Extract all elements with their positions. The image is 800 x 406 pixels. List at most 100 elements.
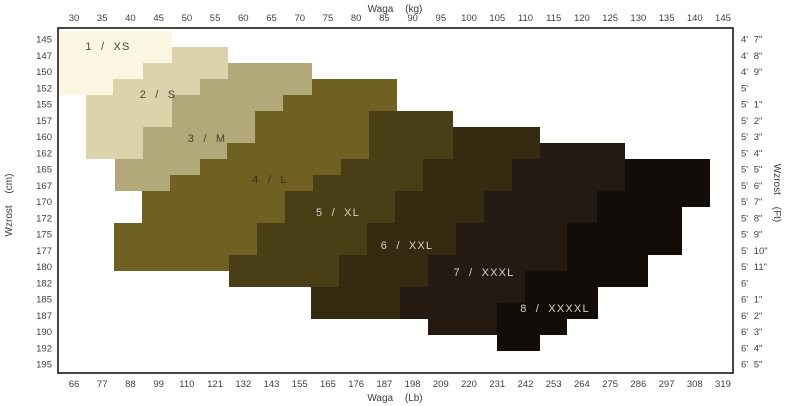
kg-tick-60: 60 (238, 13, 249, 24)
lb-tick-66: 66 (69, 379, 80, 390)
size-band-4-l (114, 79, 397, 271)
lb-tick-132: 132 (235, 379, 251, 390)
cm-tick-155: 155 (36, 100, 52, 111)
kg-tick-90: 90 (407, 13, 418, 24)
lb-tick-297: 297 (659, 379, 675, 390)
kg-tick-95: 95 (436, 13, 447, 24)
cm-tick-175: 175 (36, 230, 52, 241)
axis-title-top: Waga (kg) (368, 4, 423, 15)
ft-tick-16: 6' 1" (741, 295, 762, 306)
cm-tick-147: 147 (36, 51, 52, 62)
ft-tick-6: 5' 3" (741, 132, 762, 143)
kg-tick-135: 135 (659, 13, 675, 24)
ft-tick-18: 6' 3" (741, 327, 762, 338)
lb-tick-209: 209 (433, 379, 449, 390)
lb-tick-198: 198 (405, 379, 421, 390)
ft-tick-3: 5' (741, 83, 748, 94)
ft-tick-1: 4' 8" (741, 51, 762, 62)
size-band-7-xxxl (400, 143, 625, 335)
size-label-3: 3 / M (188, 133, 226, 145)
kg-tick-125: 125 (602, 13, 618, 24)
cm-tick-165: 165 (36, 165, 52, 176)
cm-tick-157: 157 (36, 116, 52, 127)
cm-tick-152: 152 (36, 83, 52, 94)
kg-tick-115: 115 (546, 13, 561, 24)
size-label-7: 7 / XXXL (453, 267, 514, 279)
lb-tick-242: 242 (518, 379, 534, 390)
lb-tick-99: 99 (153, 379, 164, 390)
ft-tick-12: 5' 9" (741, 230, 762, 241)
cm-tick-172: 172 (36, 213, 52, 224)
cm-tick-162: 162 (36, 148, 52, 159)
lb-tick-275: 275 (602, 379, 618, 390)
lb-tick-143: 143 (264, 379, 280, 390)
cm-tick-145: 145 (36, 35, 52, 46)
size-band-1-xs (58, 31, 172, 95)
cm-tick-195: 195 (36, 360, 52, 371)
cm-tick-182: 182 (36, 278, 52, 289)
kg-tick-65: 65 (266, 13, 277, 24)
lb-tick-286: 286 (630, 379, 646, 390)
cm-tick-185: 185 (36, 295, 52, 306)
kg-tick-45: 45 (153, 13, 164, 24)
cm-tick-150: 150 (36, 67, 52, 78)
cm-tick-187: 187 (36, 311, 52, 322)
ft-tick-13: 5' 10" (741, 246, 768, 257)
kg-tick-130: 130 (630, 13, 646, 24)
lb-tick-231: 231 (489, 379, 505, 390)
kg-tick-120: 120 (574, 13, 590, 24)
cm-tick-177: 177 (36, 246, 52, 257)
lb-tick-88: 88 (125, 379, 136, 390)
axis-title-left: Wzrost (cm) (4, 174, 15, 237)
lb-tick-253: 253 (546, 379, 562, 390)
size-band-6-xxl (311, 127, 540, 319)
lb-tick-110: 110 (179, 379, 194, 390)
kg-tick-105: 105 (489, 13, 505, 24)
ft-tick-9: 5' 6" (741, 181, 762, 192)
ft-tick-4: 5' 1" (741, 100, 762, 111)
ft-tick-14: 5' 11" (741, 262, 767, 273)
size-bands (58, 31, 710, 351)
ft-tick-19: 6' 4" (741, 343, 762, 354)
kg-tick-50: 50 (182, 13, 193, 24)
kg-tick-75: 75 (323, 13, 334, 24)
ft-tick-17: 6' 2" (741, 311, 762, 322)
ft-tick-11: 5' 8" (741, 213, 762, 224)
size-label-4: 4 / L (252, 174, 287, 186)
lb-tick-176: 176 (348, 379, 364, 390)
kg-tick-40: 40 (125, 13, 136, 24)
ft-tick-2: 4' 9" (741, 67, 762, 78)
ft-tick-5: 5' 2" (741, 116, 762, 127)
lb-tick-155: 155 (292, 379, 308, 390)
kg-tick-30: 30 (69, 13, 80, 24)
ft-tick-10: 5' 7" (741, 197, 762, 208)
lb-tick-165: 165 (320, 379, 336, 390)
lb-tick-319: 319 (715, 379, 731, 390)
lb-tick-77: 77 (97, 379, 108, 390)
lb-tick-264: 264 (574, 379, 590, 390)
plot-border (57, 27, 734, 374)
size-label-6: 6 / XXL (381, 240, 433, 252)
axis-title-bottom: Waga (Lb) (367, 393, 422, 404)
axis-title-right: Wzrost (Ft) (771, 164, 782, 222)
cm-tick-192: 192 (36, 343, 52, 354)
cm-tick-167: 167 (36, 181, 52, 192)
lb-tick-220: 220 (461, 379, 477, 390)
cm-tick-170: 170 (36, 197, 52, 208)
ft-tick-15: 6' (741, 278, 748, 289)
size-band-8-xxxxl (497, 159, 710, 351)
kg-tick-85: 85 (379, 13, 390, 24)
kg-tick-70: 70 (294, 13, 305, 24)
cm-tick-190: 190 (36, 327, 52, 338)
lb-tick-121: 121 (207, 379, 223, 390)
size-label-1: 1 / XS (85, 41, 130, 53)
kg-tick-140: 140 (687, 13, 703, 24)
size-band-3-m (115, 63, 312, 191)
kg-tick-100: 100 (461, 13, 477, 24)
lb-tick-308: 308 (687, 379, 703, 390)
size-band-2-s (86, 47, 228, 159)
kg-tick-55: 55 (210, 13, 221, 24)
axis-tick-labels: 30 66 35 77 40 88 45 99 50 110 55 121 60 132 65 143 70 15… (36, 13, 768, 390)
